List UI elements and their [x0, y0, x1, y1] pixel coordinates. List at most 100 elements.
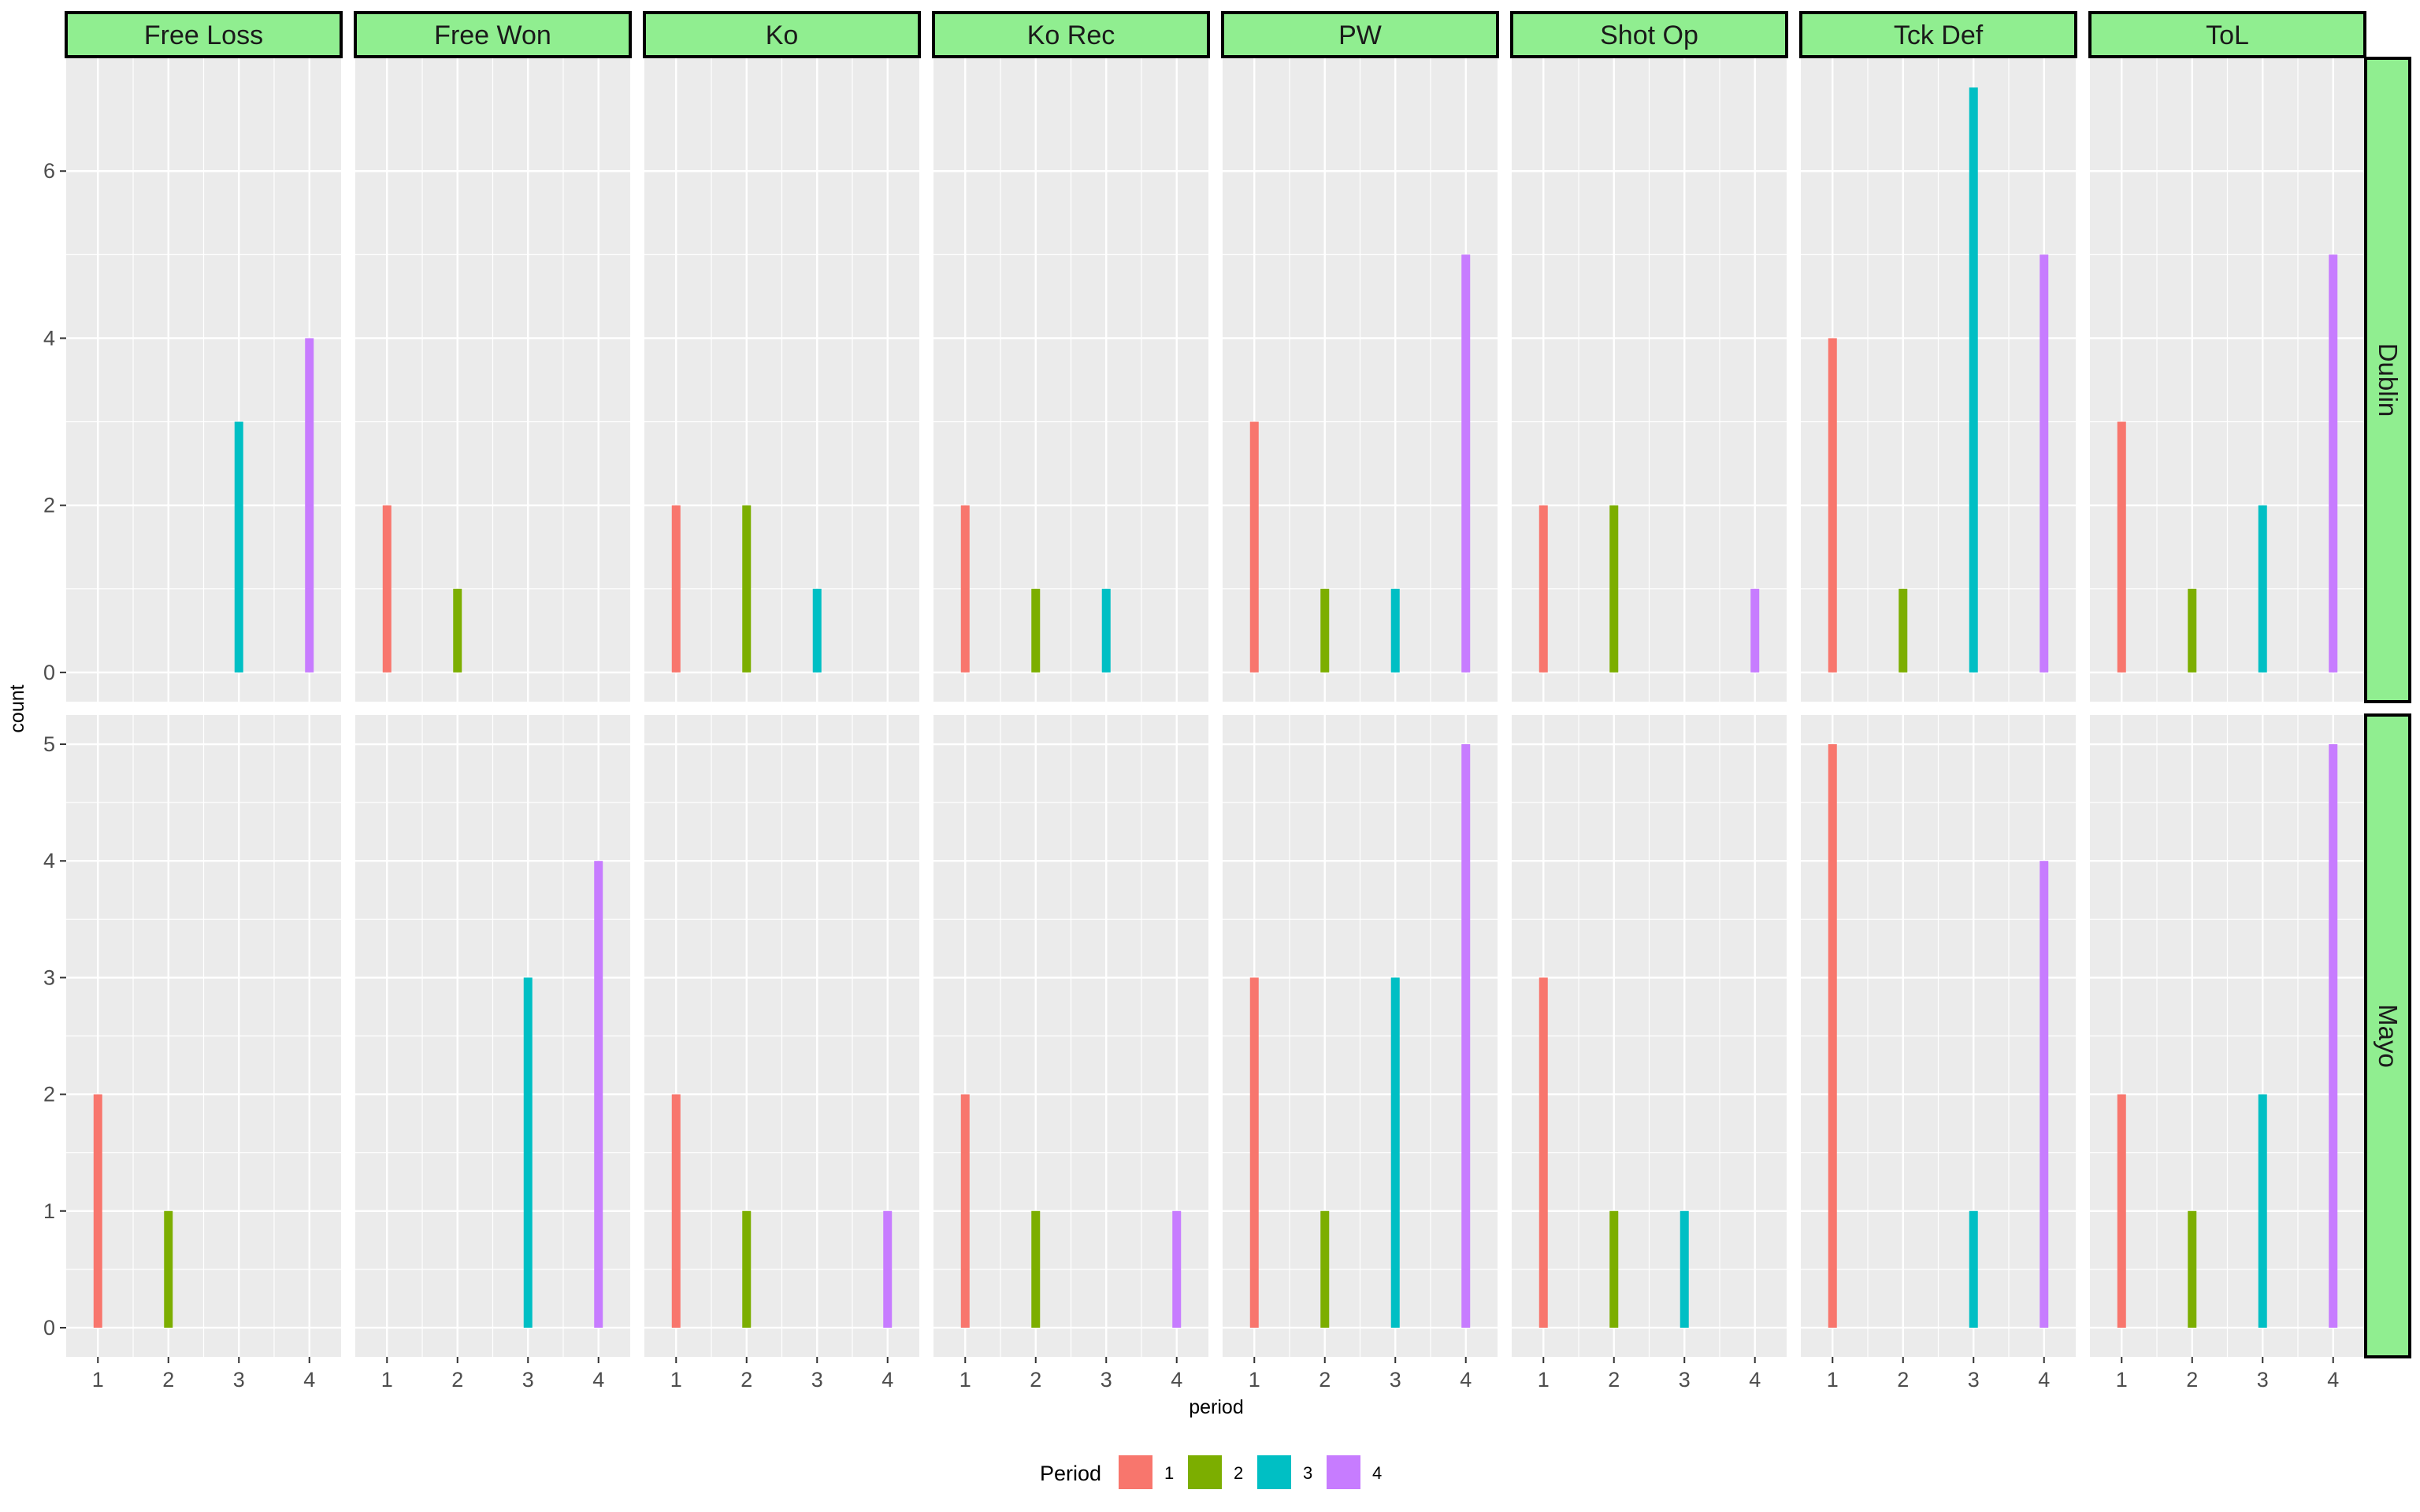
x-tick-label: 2 — [2186, 1368, 2198, 1392]
facet-strip-free-won — [354, 11, 632, 58]
panel-dublin-tol — [2090, 58, 2365, 702]
y-tick-label: 0 — [43, 1316, 55, 1340]
x-axis-label: period — [1189, 1396, 1244, 1418]
facet-strip-row-dublin — [2364, 57, 2411, 703]
x-tick-label: 4 — [1460, 1368, 1472, 1392]
bar-mayo-ko-period-4 — [883, 1210, 893, 1328]
facet-strip-label: ToL — [2206, 20, 2249, 50]
bar-mayo-tol-period-3 — [2258, 1094, 2267, 1328]
bar-dublin-shot-op-period-1 — [1538, 505, 1548, 673]
bar-dublin-free-loss-period-4 — [305, 338, 314, 673]
bar-mayo-ko-period-2 — [742, 1210, 752, 1328]
facet-strip-label: PW — [1338, 20, 1382, 50]
bar-mayo-tol-period-1 — [2117, 1094, 2126, 1328]
x-tick-label: 4 — [2038, 1368, 2050, 1392]
bar-dublin-ko-rec-period-2 — [1031, 588, 1041, 673]
facet-strip-free-loss — [65, 11, 343, 58]
bar-mayo-pw-period-4 — [1461, 744, 1471, 1328]
panel-mayo-shot-op — [1512, 715, 1787, 1357]
facet-strip-ko-rec — [932, 11, 1210, 58]
y-tick-label: 2 — [43, 494, 55, 517]
bar-dublin-pw-period-2 — [1320, 588, 1330, 673]
x-tick-label: 2 — [1608, 1368, 1620, 1392]
facet-strip-label: Shot Op — [1600, 20, 1698, 50]
bar-mayo-tck-def-period-1 — [1828, 744, 1837, 1328]
x-tick-label: 4 — [1749, 1368, 1761, 1392]
bar-dublin-ko-period-3 — [812, 588, 822, 673]
legend-key-1 — [1119, 1455, 1152, 1489]
x-tick-label: 3 — [1968, 1368, 1980, 1392]
x-tick-label: 3 — [233, 1368, 245, 1392]
bar-dublin-ko-period-2 — [742, 505, 752, 673]
x-tick-label: 2 — [1897, 1368, 1909, 1392]
x-tick-label: 1 — [381, 1368, 393, 1392]
facet-strip-ko — [643, 11, 921, 58]
y-tick-label: 1 — [43, 1199, 55, 1223]
x-tick-label: 3 — [1101, 1368, 1112, 1392]
x-tick-label: 1 — [1538, 1368, 1550, 1392]
panel-mayo-free-won — [355, 715, 630, 1357]
bar-dublin-tck-def-period-2 — [1899, 588, 1908, 673]
x-tick-label: 2 — [740, 1368, 752, 1392]
x-tick-label: 3 — [522, 1368, 534, 1392]
x-tick-label: 2 — [1030, 1368, 1041, 1392]
legend-label: 3 — [1303, 1463, 1312, 1483]
bar-mayo-tck-def-period-3 — [1969, 1210, 1978, 1328]
x-tick-label: 4 — [592, 1368, 604, 1392]
axes: 0 2 4 6 Dublin 0 1 2 3 4 5 Mayo Free Loss 1 2 3 4 Free Wo… — [43, 11, 2411, 1392]
bar-dublin-ko-rec-period-1 — [960, 505, 970, 673]
bar-mayo-tol-period-2 — [2188, 1210, 2197, 1328]
bar-mayo-shot-op-period-3 — [1680, 1210, 1689, 1328]
facet-strip-pw — [1221, 11, 1499, 58]
panel-mayo-tck-def — [1801, 715, 2076, 1357]
facet-strip-label: Ko Rec — [1027, 20, 1115, 50]
bar-dublin-tck-def-period-3 — [1969, 87, 1978, 673]
panel-mayo-pw — [1223, 715, 1498, 1357]
bar-dublin-tck-def-period-1 — [1828, 338, 1837, 673]
x-tick-label: 2 — [451, 1368, 463, 1392]
panel-dublin-ko — [644, 58, 919, 702]
facet-strip-label: Mayo — [2374, 1004, 2403, 1068]
bar-dublin-ko-rec-period-3 — [1101, 588, 1111, 673]
bar-mayo-ko-period-1 — [671, 1094, 681, 1328]
bar-mayo-ko-rec-period-4 — [1172, 1210, 1182, 1328]
legend-title: Period — [1040, 1462, 1101, 1485]
panel-dublin-free-won — [355, 58, 630, 702]
y-tick-label: 3 — [43, 965, 55, 989]
panel-dublin-ko-rec — [933, 58, 1208, 702]
x-tick-label: 4 — [882, 1368, 893, 1392]
legend-label: 1 — [1164, 1463, 1174, 1483]
x-tick-label: 1 — [1827, 1368, 1839, 1392]
x-tick-label: 2 — [162, 1368, 174, 1392]
y-axis-label: count — [6, 684, 28, 732]
facet-strip-shot-op — [1510, 11, 1788, 58]
bar-mayo-free-loss-period-1 — [93, 1094, 102, 1328]
x-tick-label: 4 — [1171, 1368, 1182, 1392]
facet-strip-label: Free Won — [434, 20, 551, 50]
x-tick-label: 1 — [959, 1368, 971, 1392]
legend-key-4 — [1327, 1455, 1360, 1489]
legend-label: 4 — [1372, 1463, 1382, 1483]
bar-mayo-free-won-period-3 — [523, 977, 533, 1328]
bar-mayo-ko-rec-period-2 — [1031, 1210, 1041, 1328]
bar-dublin-pw-period-1 — [1249, 421, 1259, 673]
y-tick-label: 4 — [43, 326, 55, 350]
bar-dublin-free-won-period-2 — [453, 588, 462, 673]
bar-mayo-free-won-period-4 — [594, 861, 603, 1328]
x-tick-label: 1 — [1249, 1368, 1260, 1392]
x-tick-label: 1 — [92, 1368, 104, 1392]
x-tick-label: 3 — [1679, 1368, 1691, 1392]
facet-strip-tck-def — [1799, 11, 2077, 58]
bar-dublin-pw-period-3 — [1390, 588, 1400, 673]
legend-key-2 — [1188, 1455, 1222, 1489]
x-tick-label: 4 — [2327, 1368, 2339, 1392]
x-tick-label: 1 — [670, 1368, 682, 1392]
bar-dublin-shot-op-period-4 — [1750, 588, 1760, 673]
facet-strip-label: Ko — [766, 20, 799, 50]
bar-dublin-free-won-period-1 — [382, 505, 392, 673]
legend: Period 1 2 3 4 — [1040, 1455, 1382, 1489]
y-tick-label: 4 — [43, 849, 55, 873]
bar-mayo-tck-def-period-4 — [2040, 861, 2049, 1328]
panel-mayo-free-loss — [66, 715, 341, 1357]
